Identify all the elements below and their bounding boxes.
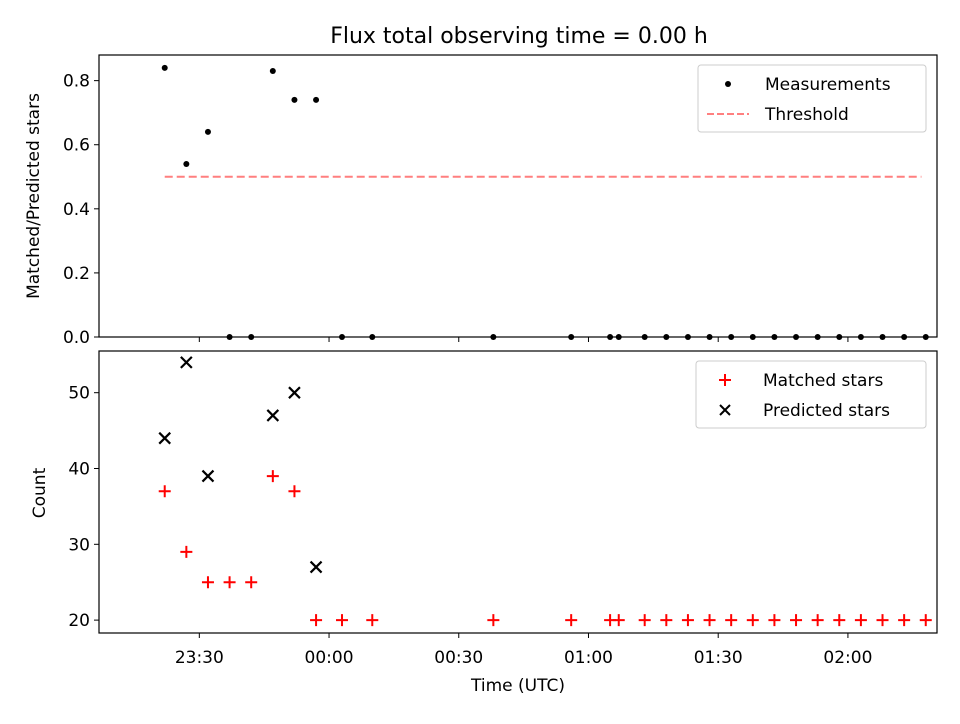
matched-star-point	[768, 614, 781, 627]
matched-star-point	[854, 614, 867, 627]
measurement-point	[161, 64, 168, 71]
matched-star-point	[336, 614, 349, 627]
top-axes-frame	[98, 54, 938, 338]
bottom-legend: Matched stars Predicted stars	[695, 360, 927, 429]
matched-star-point	[310, 614, 323, 627]
matched-star-point	[876, 614, 889, 627]
matched-star-point	[158, 485, 171, 498]
x-tick-label: 02:00	[823, 648, 872, 668]
matched-star-point	[223, 576, 236, 589]
predicted-star-point	[288, 386, 301, 399]
bottom-legend-box	[695, 360, 927, 429]
predicted-star-point	[201, 469, 215, 483]
predicted-star-point	[180, 356, 193, 369]
matched-star-point	[288, 485, 301, 498]
predicted-star-point	[158, 431, 172, 445]
bottom-axes-frame	[98, 350, 938, 634]
legend-matched-marker	[719, 374, 731, 386]
matched-star-point	[565, 614, 578, 627]
y-tick-label: 40	[68, 460, 90, 480]
matched-star-point	[487, 614, 500, 627]
matched-star-point	[898, 614, 911, 627]
matched-star-point	[638, 614, 651, 627]
matched-star-point	[266, 470, 279, 483]
matched-star-point	[366, 614, 379, 627]
y-tick-label: 0.6	[63, 136, 90, 156]
x-tick-label: 23:30	[175, 648, 224, 668]
matched-star-point	[201, 576, 214, 589]
matched-star-point	[245, 576, 258, 589]
measurement-point	[313, 96, 320, 103]
legend-matched-label: Matched stars	[763, 371, 883, 391]
y-tick-label: 20	[68, 611, 90, 631]
matched-star-point	[180, 545, 193, 558]
x-axis-label: Time (UTC)	[470, 676, 565, 696]
x-tick-label: 01:00	[564, 648, 613, 668]
predicted-star-point	[266, 409, 280, 422]
matched-star-point	[681, 614, 694, 627]
top-legend: Measurements Threshold	[697, 64, 927, 133]
measurement-point	[204, 128, 211, 135]
top-ylabel: Matched/Predicted stars	[24, 93, 44, 299]
legend-measurements-label: Measurements	[765, 75, 891, 95]
y-tick-label: 0.8	[63, 72, 90, 92]
legend-measurements-marker	[725, 81, 731, 87]
y-tick-label: 0.4	[63, 200, 90, 220]
measurement-point	[291, 96, 298, 103]
matched-star-point	[612, 614, 625, 627]
x-tick-label: 00:30	[434, 648, 483, 668]
bottom-ylabel: Count	[30, 467, 50, 518]
chart-title: Flux total observing time = 0.00 h	[330, 24, 708, 49]
measurement-point	[183, 160, 190, 167]
matched-star-point	[660, 614, 673, 627]
y-tick-label: 0.2	[63, 264, 90, 284]
matched-star-point	[746, 614, 759, 627]
matched-star-point	[790, 614, 803, 627]
y-tick-label: 0.0	[63, 328, 90, 348]
top-legend-box	[697, 64, 927, 133]
x-tick-label: 00:00	[305, 648, 354, 668]
matched-star-point	[703, 614, 716, 627]
legend-threshold-label: Threshold	[764, 105, 849, 125]
legend-predicted-marker	[719, 404, 731, 416]
matched-star-point	[811, 614, 824, 627]
y-tick-label: 50	[68, 384, 90, 404]
predicted-star-point	[309, 560, 323, 574]
matched-star-point	[919, 614, 932, 627]
matched-star-point	[725, 614, 738, 627]
x-tick-label: 01:30	[694, 648, 743, 668]
matched-star-point	[833, 614, 846, 627]
top-panel: 0.00.20.40.60.8 Matched/Predicted stars …	[24, 54, 938, 348]
legend-predicted-label: Predicted stars	[763, 401, 890, 421]
measurement-point	[269, 68, 276, 75]
y-tick-label: 30	[68, 535, 90, 555]
